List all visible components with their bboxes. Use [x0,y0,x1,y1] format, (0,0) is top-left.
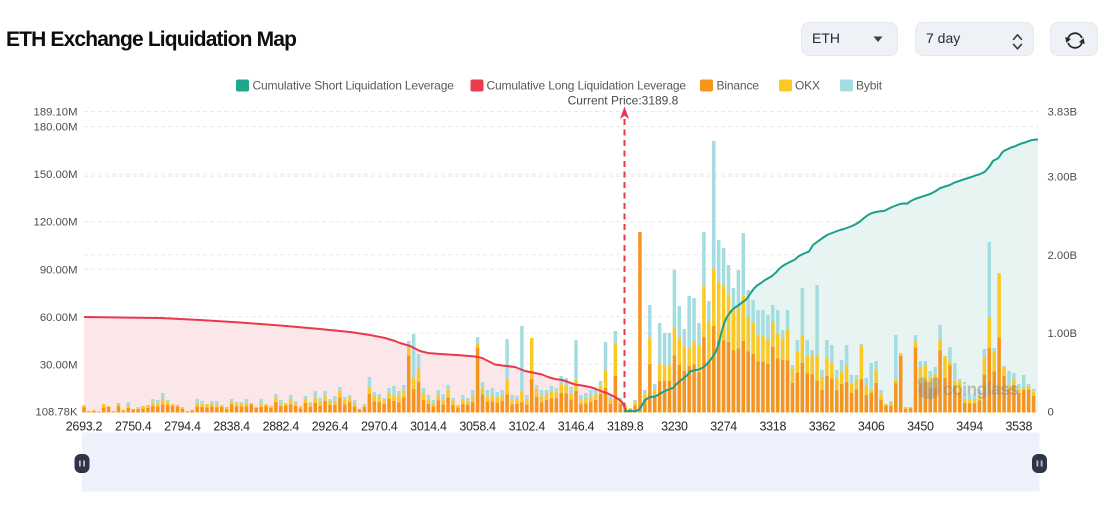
svg-text:108.78K: 108.78K [35,407,78,419]
svg-text:Cumulative Short Liquidation L: Cumulative Short Liquidation Leverage [253,79,455,93]
svg-text:3494: 3494 [956,420,983,434]
svg-text:3318: 3318 [759,420,786,434]
svg-text:2750.4: 2750.4 [115,420,152,434]
svg-text:3450: 3450 [907,420,934,434]
svg-text:90.00M: 90.00M [40,264,78,276]
svg-text:3102.4: 3102.4 [509,420,546,434]
svg-text:2926.4: 2926.4 [312,420,349,434]
svg-text:coinglass: coinglass [943,379,1019,399]
svg-text:2693.2: 2693.2 [66,420,103,434]
svg-text:Bybit: Bybit [856,79,883,93]
svg-text:3146.4: 3146.4 [558,420,595,434]
svg-text:OKX: OKX [795,79,820,93]
svg-text:3274: 3274 [710,420,737,434]
svg-text:180.00M: 180.00M [34,122,78,134]
svg-text:2.00B: 2.00B [1048,250,1078,262]
svg-text:2882.4: 2882.4 [263,420,300,434]
svg-text:2970.4: 2970.4 [361,420,398,434]
svg-text:120.00M: 120.00M [34,217,78,229]
svg-text:150.00M: 150.00M [34,169,78,181]
svg-text:3538: 3538 [1005,420,1032,434]
svg-text:3.00B: 3.00B [1048,171,1078,183]
svg-text:Cumulative Long Liquidation Le: Cumulative Long Liquidation Leverage [487,79,687,93]
svg-text:30.00M: 30.00M [40,359,78,371]
svg-text:3362: 3362 [809,420,836,434]
svg-text:Current Price:3189.8: Current Price:3189.8 [568,94,679,108]
svg-text:3230: 3230 [661,420,688,434]
svg-text:1.00B: 1.00B [1048,328,1078,340]
svg-text:3058.4: 3058.4 [459,420,496,434]
svg-text:60.00M: 60.00M [40,312,78,324]
svg-text:3014.4: 3014.4 [410,420,447,434]
svg-text:3189.8: 3189.8 [607,420,644,434]
svg-text:189.10M: 189.10M [34,107,78,119]
svg-text:2794.4: 2794.4 [164,420,201,434]
svg-text:3406: 3406 [858,420,885,434]
svg-text:Binance: Binance [717,79,760,93]
svg-text:0: 0 [1048,407,1054,419]
svg-text:3.83B: 3.83B [1048,107,1078,119]
svg-text:2838.4: 2838.4 [213,420,250,434]
